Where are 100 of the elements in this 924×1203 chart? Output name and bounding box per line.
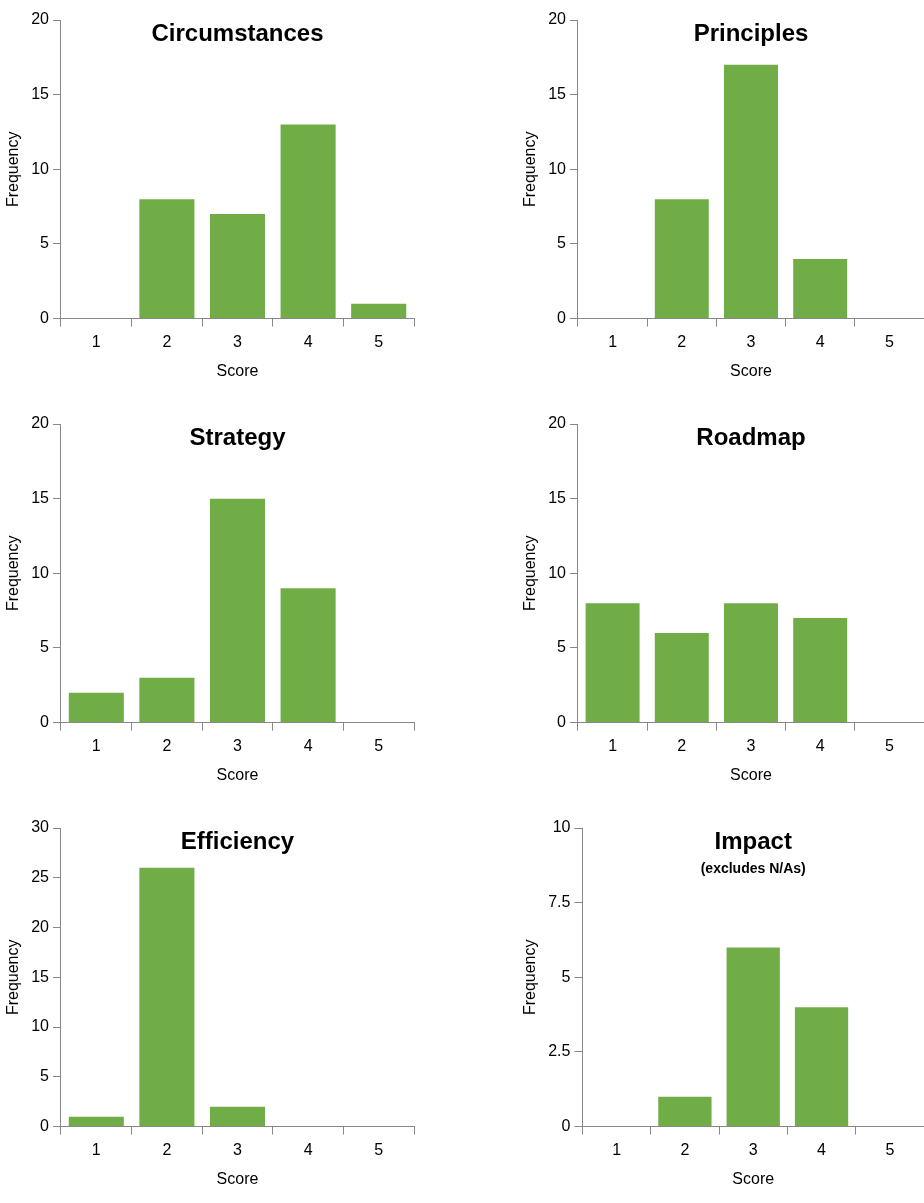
y-tick-label: 30 — [31, 818, 50, 836]
bar — [68, 692, 124, 723]
y-tick-label: 5 — [40, 1067, 50, 1085]
y-tick-label: 10 — [31, 1017, 50, 1035]
x-tick-label: 4 — [815, 332, 825, 350]
y-tick-label: 10 — [552, 818, 571, 836]
chart-title: Circumstances — [151, 18, 324, 46]
x-tick-label: 5 — [374, 1140, 384, 1158]
bar — [139, 867, 195, 1127]
chart-title: Principles — [693, 18, 809, 46]
bar — [794, 1007, 849, 1127]
x-tick-label: 3 — [233, 736, 243, 754]
y-tick-label: 20 — [31, 10, 50, 28]
y-tick-label: 20 — [548, 10, 567, 28]
y-axis-title: Frequency — [4, 939, 22, 1016]
bar — [209, 214, 266, 319]
x-tick-label: 4 — [303, 1140, 313, 1158]
y-tick-label: 0 — [557, 309, 567, 327]
bar — [726, 947, 780, 1127]
y-tick-label: 5 — [557, 638, 567, 656]
y-tick-label: 10 — [31, 563, 50, 581]
x-tick-label: 2 — [162, 332, 172, 350]
x-tick-label: 4 — [303, 736, 313, 754]
bar — [280, 124, 336, 319]
y-tick-label: 7.5 — [548, 893, 571, 911]
y-tick-label: 0 — [40, 713, 50, 731]
y-tick-label: 10 — [31, 159, 50, 177]
y-tick-label: 5 — [561, 967, 571, 985]
x-tick-label: 2 — [677, 332, 687, 350]
y-tick-label: 15 — [31, 967, 50, 985]
y-tick-label: 0 — [561, 1117, 571, 1135]
y-tick-label: 15 — [548, 85, 567, 103]
x-tick-label: 1 — [608, 736, 618, 754]
x-tick-label: 2 — [680, 1140, 690, 1158]
y-tick-label: 5 — [40, 638, 50, 656]
bar — [724, 603, 778, 723]
x-tick-label: 2 — [162, 1140, 172, 1158]
y-tick-label: 20 — [31, 917, 50, 935]
x-axis-title: Score — [730, 361, 772, 379]
y-axis-title: Frequency — [521, 939, 539, 1016]
chart-title: Impact — [714, 826, 792, 854]
x-tick-label: 1 — [612, 1140, 622, 1158]
bar — [209, 498, 266, 723]
y-tick-label: 15 — [31, 489, 50, 507]
bar — [793, 258, 848, 319]
y-tick-label: 5 — [557, 234, 567, 252]
bar — [139, 199, 195, 319]
bar — [724, 64, 778, 319]
chart-title: Strategy — [189, 422, 287, 450]
x-tick-label: 3 — [746, 736, 756, 754]
y-tick-label: 0 — [40, 1117, 50, 1135]
x-tick-label: 5 — [374, 332, 384, 350]
y-tick-label: 25 — [31, 868, 50, 886]
bar — [658, 1096, 712, 1127]
x-tick-label: 5 — [374, 736, 384, 754]
x-axis-title: Score — [216, 1169, 259, 1187]
x-tick-label: 2 — [677, 736, 687, 754]
x-axis-title: Score — [216, 765, 259, 783]
bar — [654, 633, 709, 723]
y-tick-label: 0 — [557, 713, 567, 731]
y-tick-label: 2.5 — [548, 1042, 571, 1060]
y-tick-label: 20 — [548, 414, 567, 432]
x-tick-label: 1 — [91, 332, 101, 350]
bar — [654, 199, 709, 319]
bar — [139, 677, 195, 723]
x-tick-label: 3 — [748, 1140, 758, 1158]
x-tick-label: 2 — [162, 736, 172, 754]
y-axis-title: Frequency — [521, 535, 539, 612]
text: (excludes N/As) — [700, 859, 806, 876]
y-tick-label: 10 — [548, 159, 567, 177]
y-axis-title: Frequency — [4, 131, 22, 208]
chart-title: Efficiency — [180, 826, 295, 854]
x-tick-label: 3 — [746, 332, 756, 350]
y-tick-label: 15 — [548, 489, 567, 507]
bar — [351, 303, 407, 319]
x-tick-label: 3 — [233, 332, 243, 350]
x-tick-label: 4 — [815, 736, 825, 754]
x-tick-label: 5 — [884, 736, 894, 754]
y-axis-title: Frequency — [521, 131, 539, 208]
x-tick-label: 1 — [91, 736, 101, 754]
y-tick-label: 20 — [31, 414, 50, 432]
x-axis-title: Score — [732, 1169, 775, 1187]
y-tick-label: 5 — [40, 234, 50, 252]
y-axis-title: Frequency — [4, 535, 22, 612]
bar — [209, 1106, 266, 1127]
x-tick-label: 1 — [608, 332, 618, 350]
bar — [585, 603, 640, 723]
y-tick-label: 15 — [31, 85, 50, 103]
x-axis-title: Score — [730, 765, 772, 783]
x-tick-label: 1 — [91, 1140, 101, 1158]
chart-title: Roadmap — [696, 422, 806, 450]
x-axis-title: Score — [216, 361, 259, 379]
bar — [280, 588, 336, 723]
x-tick-label: 4 — [817, 1140, 827, 1158]
y-tick-label: 0 — [40, 309, 50, 327]
bar — [793, 618, 848, 723]
x-tick-label: 5 — [885, 1140, 895, 1158]
y-tick-label: 10 — [548, 563, 567, 581]
x-tick-label: 3 — [233, 1140, 243, 1158]
x-tick-label: 4 — [303, 332, 313, 350]
